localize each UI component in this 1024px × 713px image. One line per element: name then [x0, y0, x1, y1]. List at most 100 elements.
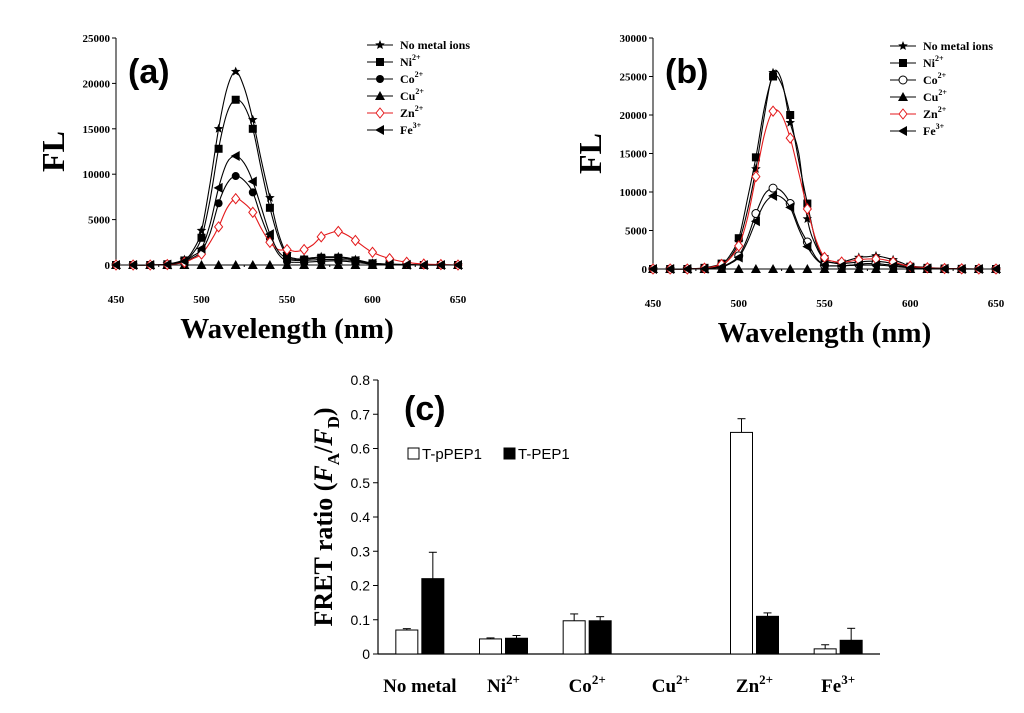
- data-point: [350, 255, 360, 266]
- data-point: [197, 233, 206, 242]
- x-tick-label: 500: [731, 298, 748, 310]
- x-tick-label: 550: [816, 298, 833, 310]
- data-point: [248, 124, 257, 133]
- legend-label-text: Co: [923, 73, 938, 87]
- data-point: [819, 260, 829, 271]
- data-point: [768, 105, 778, 117]
- category-label: Ni2+: [487, 672, 520, 697]
- chart-panel-b: 0 5000 10000 15000 20000 25000 30000 450 500 550 6…: [572, 33, 1005, 349]
- legend-label-superscript: 2+: [412, 53, 421, 62]
- data-point: [453, 260, 462, 270]
- legend-label: T-PEP1: [518, 446, 570, 463]
- data-point: [299, 255, 309, 266]
- y-tick-label: 0: [105, 260, 111, 272]
- y-label-suffix: ): [309, 407, 338, 416]
- data-point: [785, 264, 796, 273]
- y-tick-label: 0.4: [351, 509, 371, 525]
- data-point: [802, 213, 813, 223]
- data-point: [265, 192, 275, 202]
- legend-label: Ni2+: [400, 53, 421, 69]
- legend-label-text: Ni: [923, 56, 936, 70]
- data-point: [956, 264, 966, 274]
- legend-label-superscript: 3+: [413, 121, 422, 130]
- category-label: Fe3+: [821, 672, 855, 697]
- legend-label-text: Ni: [400, 55, 413, 69]
- y-tick-label: 0.6: [351, 441, 371, 457]
- data-point: [750, 216, 760, 227]
- data-point: [162, 259, 172, 270]
- data-point: [401, 259, 411, 270]
- data-point: [316, 231, 326, 243]
- category-label: Zn2+: [736, 672, 773, 697]
- data-point: [231, 172, 240, 181]
- data-point: [751, 163, 761, 173]
- legend-label-text: Co: [400, 72, 415, 86]
- data-point: [247, 260, 258, 269]
- data-point: [264, 229, 274, 240]
- data-point: [853, 264, 864, 273]
- data-point: [350, 234, 361, 247]
- data-point: [265, 203, 274, 212]
- legend-label-text: No metal ions: [923, 39, 993, 53]
- data-point: [179, 256, 189, 267]
- legend-label-superscript: 2+: [415, 70, 424, 79]
- category-label-superscript: 2+: [759, 672, 773, 687]
- legend-label: Zn2+: [400, 104, 424, 120]
- legend-marker: [376, 58, 384, 66]
- data-point: [213, 221, 224, 233]
- category-label-superscript: 2+: [506, 672, 520, 687]
- legend-label-superscript: 2+: [415, 87, 424, 96]
- y-tick-label: 15000: [83, 124, 111, 136]
- data-point: [282, 260, 292, 269]
- legend-marker: [375, 125, 384, 135]
- legend-marker: [898, 126, 907, 136]
- data-point: [214, 144, 223, 153]
- category-label-superscript: 2+: [676, 672, 690, 687]
- legend-label: Cu2+: [400, 87, 424, 103]
- data-point: [716, 262, 726, 273]
- x-tick-label: 600: [902, 298, 919, 310]
- data-point: [733, 252, 743, 263]
- legend-marker: [899, 59, 907, 67]
- legend-label-text: Fe: [400, 123, 413, 137]
- x-tick-label: 650: [450, 294, 467, 306]
- data-point: [316, 260, 327, 269]
- category-label-text: No metal: [383, 676, 456, 697]
- data-point: [350, 260, 361, 269]
- data-point: [768, 190, 778, 201]
- data-point: [734, 240, 744, 252]
- data-point: [802, 241, 812, 252]
- category-label: No metal: [383, 676, 456, 697]
- series-line: [653, 69, 996, 270]
- legend-marker: [898, 92, 908, 101]
- data-point: [316, 254, 326, 265]
- y-tick-label: 0.7: [351, 406, 371, 422]
- y-tick-label: 10000: [620, 187, 648, 199]
- series-zn2-: [648, 105, 1001, 275]
- x-axis-label: Wavelength (nm): [180, 313, 393, 345]
- data-point: [282, 243, 292, 256]
- legend-label-superscript: 2+: [938, 71, 947, 80]
- data-point: [231, 95, 240, 104]
- legend-label-superscript: 3+: [936, 122, 945, 131]
- x-tick-label: 550: [279, 294, 296, 306]
- legend-swatch: [407, 447, 420, 460]
- y-label-fd: F: [309, 428, 338, 446]
- series-fe3-: [648, 190, 1000, 274]
- data-point: [922, 263, 932, 274]
- y-tick-label: 0.1: [351, 612, 371, 628]
- bar: [588, 620, 612, 655]
- legend-label: No metal ions: [400, 38, 470, 52]
- category-label: Cu2+: [652, 672, 690, 697]
- data-point: [213, 260, 224, 269]
- data-point: [785, 117, 795, 127]
- bar: [421, 578, 445, 655]
- data-point: [231, 192, 241, 205]
- data-point: [785, 132, 795, 144]
- legend-label: No metal ions: [923, 39, 993, 53]
- category-label-text: Ni: [487, 676, 506, 697]
- x-axis-label: Wavelength (nm): [718, 317, 931, 349]
- legend-label-text: No metal ions: [400, 38, 470, 52]
- data-point: [973, 264, 983, 274]
